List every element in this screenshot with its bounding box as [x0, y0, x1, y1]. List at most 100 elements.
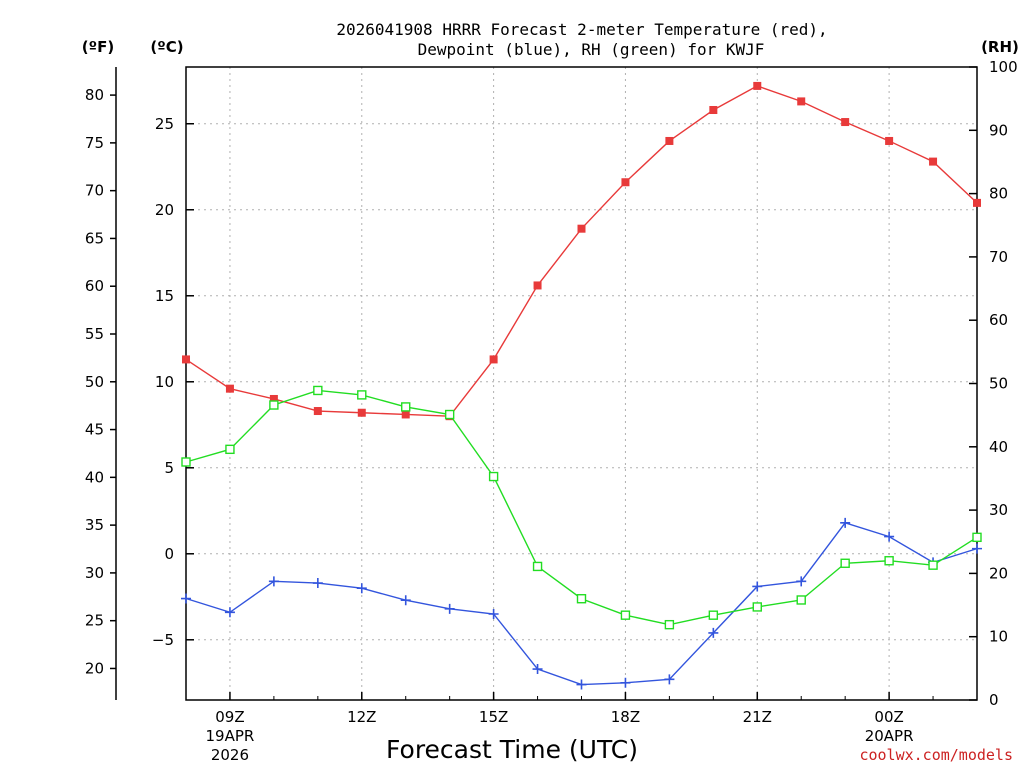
relative-humidity-point: [313, 385, 323, 396]
relative-humidity-point: [269, 400, 279, 410]
dewpoint-point: [312, 578, 323, 589]
rh-unit-label: (RH): [981, 38, 1019, 56]
dewpoint-point: [400, 595, 411, 606]
2-meter-temperature-point: [182, 355, 190, 364]
dewpoint-point: [972, 543, 982, 554]
relative-humidity-point: [928, 560, 938, 570]
2-meter-temperature-line: [185, 85, 978, 417]
dewpoint-point: [356, 583, 367, 594]
x-tick-label: 18Z: [611, 708, 640, 726]
x-tick-label: 15Z: [479, 708, 508, 726]
source-credit: coolwx.com/models: [859, 746, 1013, 764]
fahrenheit-tick-label: 45: [85, 421, 104, 439]
x-tick-date: 20APR: [865, 727, 914, 745]
chart-title-line2: Dewpoint (blue), RH (green) for KWJF: [418, 40, 765, 59]
dewpoint-point: [840, 517, 851, 528]
rh-tick-label: 10: [989, 628, 1008, 646]
celsius-tick-label: 15: [155, 287, 174, 305]
x-tick-label: 21Z: [743, 708, 772, 726]
2-meter-temperature-point: [577, 224, 586, 233]
dewpoint-point: [444, 603, 455, 614]
rh-tick-label: 30: [989, 501, 1008, 519]
rh-tick-label: 20: [989, 564, 1008, 582]
2-meter-temperature-point: [929, 157, 938, 166]
fahrenheit-tick-label: 55: [85, 325, 104, 343]
relative-humidity-point: [225, 444, 235, 455]
relative-humidity-point: [181, 457, 191, 467]
x-tick-year: 2026: [211, 746, 249, 764]
rh-tick-label: 60: [989, 311, 1008, 329]
dewpoint-point: [796, 576, 807, 587]
relative-humidity-point: [752, 602, 762, 612]
relative-humidity-line: [185, 389, 978, 626]
plot-frame: [185, 66, 978, 701]
celsius-tick-label: 25: [155, 115, 174, 133]
2-meter-temperature-point: [357, 408, 366, 417]
2-meter-temperature-point: [401, 410, 410, 419]
x-tick-label: 12Z: [347, 708, 376, 726]
celsius-tick-label: 10: [155, 373, 174, 391]
2-meter-temperature-point: [225, 384, 234, 393]
2-meter-temperature-point: [313, 407, 322, 416]
relative-humidity-point: [576, 594, 587, 604]
fahrenheit-tick-label: 30: [85, 564, 104, 582]
celsius-tick-label: 5: [164, 459, 174, 477]
2-meter-temperature-point: [533, 281, 542, 290]
2-meter-temperature-point: [621, 178, 630, 187]
2-meter-temperature-point: [665, 136, 674, 145]
rh-tick-label: 90: [989, 121, 1008, 139]
fahrenheit-tick-label: 40: [85, 468, 104, 486]
relative-humidity-point: [708, 610, 719, 620]
celsius-unit-label: (ºC): [150, 38, 183, 56]
relative-humidity-point: [796, 595, 806, 605]
2-meter-temperature-point: [489, 355, 498, 364]
2-meter-temperature-point: [753, 81, 762, 90]
fahrenheit-tick-label: 60: [85, 277, 104, 295]
series-layer: [181, 81, 982, 690]
2-meter-temperature-point: [269, 394, 278, 403]
celsius-tick-label: 20: [155, 201, 174, 219]
rh-tick-label: 40: [989, 438, 1008, 456]
dewpoint-point: [664, 674, 675, 685]
dewpoint-point: [884, 531, 895, 542]
relative-humidity-point: [357, 390, 367, 400]
2-meter-temperature-point: [709, 106, 718, 115]
fahrenheit-tick-label: 35: [85, 516, 104, 534]
dewpoint-point: [576, 679, 587, 690]
relative-humidity-point: [972, 532, 982, 543]
grid-lines: [186, 67, 977, 700]
fahrenheit-tick-label: 50: [85, 373, 104, 391]
x-tick-label: 09Z: [215, 708, 244, 726]
relative-humidity-point: [444, 409, 455, 420]
chart-title-line1: 2026041908 HRRR Forecast 2-meter Tempera…: [336, 20, 827, 39]
x-axis-label: Forecast Time (UTC): [386, 735, 638, 764]
fahrenheit-tick-label: 25: [85, 612, 104, 630]
relative-humidity-point: [620, 610, 631, 620]
rh-tick-label: 0: [989, 691, 999, 709]
2-meter-temperature-point: [797, 97, 806, 106]
rh-tick-label: 50: [989, 375, 1008, 393]
relative-humidity-point: [664, 619, 675, 630]
dewpoint-point: [181, 593, 191, 604]
fahrenheit-tick-label: 65: [85, 229, 104, 247]
fahrenheit-tick-label: 20: [85, 659, 104, 677]
fahrenheit-tick-label: 75: [85, 134, 104, 152]
relative-humidity-point: [532, 561, 543, 572]
2-meter-temperature-point: [841, 118, 850, 127]
rh-tick-label: 100: [989, 58, 1018, 76]
dewpoint-point: [488, 608, 499, 619]
relative-humidity-point: [401, 402, 411, 412]
dewpoint-point: [620, 677, 631, 688]
dewpoint-point: [532, 664, 543, 675]
celsius-tick-label: 0: [164, 545, 174, 563]
dewpoint-line: [185, 522, 978, 686]
x-tick-label: 00Z: [874, 708, 903, 726]
relative-humidity-point: [840, 558, 850, 568]
relative-humidity-point: [488, 471, 499, 482]
x-tick-date: 19APR: [206, 727, 255, 745]
fahrenheit-unit-label: (ºF): [82, 38, 114, 56]
fahrenheit-tick-label: 70: [85, 182, 104, 200]
dewpoint-point: [224, 607, 235, 618]
